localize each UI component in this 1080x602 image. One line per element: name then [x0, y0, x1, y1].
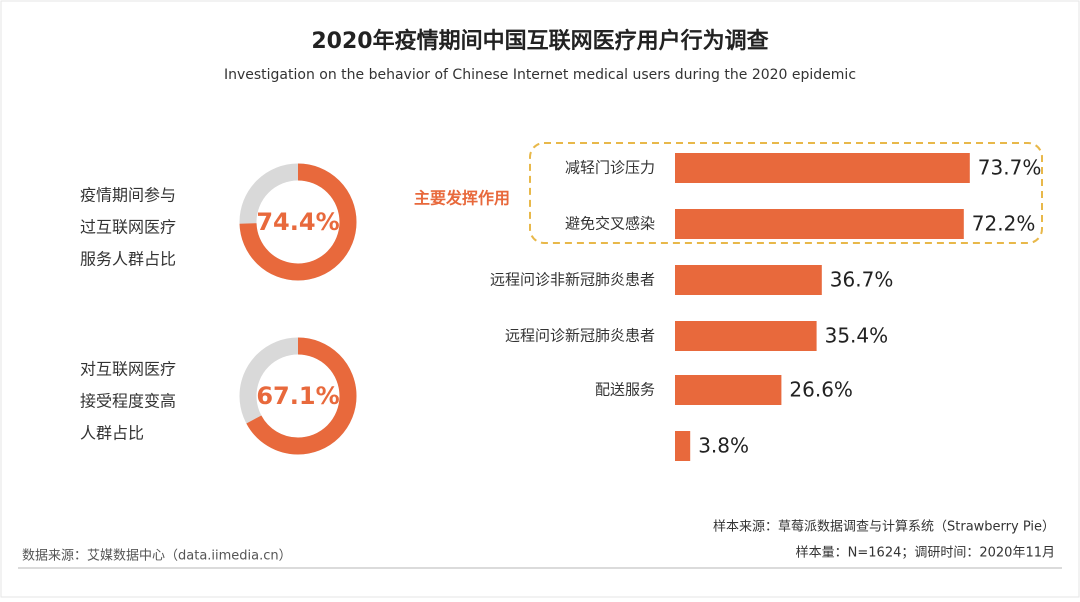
donut-label: 服务人群占比 — [80, 250, 176, 269]
value-label: 73.7% — [978, 156, 1042, 180]
category-label: 减轻门诊压力 — [565, 159, 655, 177]
value-label: 35.4% — [825, 324, 889, 348]
value-label: 72.2% — [972, 212, 1036, 236]
value-label: 3.8% — [698, 434, 749, 458]
category-label: 远程问诊新冠肺炎患者 — [505, 327, 655, 345]
bar — [675, 321, 817, 351]
donut-label: 对互联网医疗 — [80, 360, 176, 379]
bar — [675, 209, 964, 239]
title: 2020年疫情期间中国互联网医疗用户行为调查 — [311, 28, 768, 54]
donut-label: 过互联网医疗 — [80, 218, 176, 237]
annotation: 主要发挥作用 — [414, 189, 510, 208]
donut-arc — [239, 163, 357, 281]
donut-value-label: 67.1% — [256, 382, 339, 410]
category-label: 配送服务 — [595, 381, 655, 399]
category-label: 避免交叉感染 — [565, 215, 655, 233]
source: 数据来源：艾媒数据中心（data.iimedia.cn） — [22, 549, 292, 564]
donut-arc — [239, 337, 357, 455]
category-label: 远程问诊非新冠肺炎患者 — [490, 271, 655, 289]
donut-label: 人群占比 — [80, 424, 144, 443]
donut-label: 接受程度变高 — [80, 392, 176, 411]
donut-value-label: 74.4% — [256, 208, 339, 236]
value-label: 26.6% — [789, 378, 853, 402]
subtitle: Investigation on the behavior of Chinese… — [224, 67, 856, 83]
bar — [675, 375, 782, 405]
highlight-box — [529, 142, 1043, 244]
bar — [675, 265, 822, 295]
bar — [675, 153, 970, 183]
sample-size: 样本量：N=1624；调研时间：2020年11月 — [796, 546, 1055, 561]
bar — [675, 431, 691, 461]
sample-source: 样本来源：草莓派数据调查与计算系统（Strawberry Pie） — [713, 520, 1055, 535]
value-label: 36.7% — [830, 268, 894, 292]
donut-label: 疫情期间参与 — [80, 186, 176, 205]
